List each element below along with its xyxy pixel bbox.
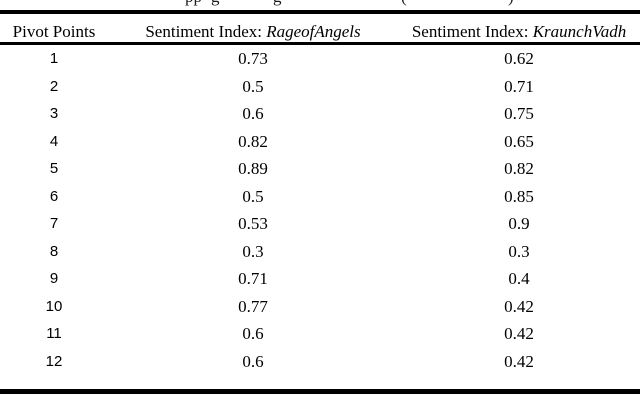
table-row: 2 0.5 0.71	[0, 73, 640, 101]
pivot-point-cell: 4	[49, 132, 59, 150]
table-row: 3 0.6 0.75	[0, 100, 640, 128]
caption-fragment: (	[401, 0, 407, 7]
header-sentiment-kraunchvadh: Sentiment Index: KraunchVadh	[398, 22, 640, 45]
rageofangels-value-cell: 0.5	[242, 76, 264, 96]
rageofangels-value-cell: 0.82	[238, 131, 268, 151]
rageofangels-value-cell: 0.3	[242, 241, 264, 261]
kraunchvadh-value-cell: 0.3	[508, 241, 530, 261]
pivot-point-cell: 5	[49, 160, 59, 178]
kraunchvadh-value-cell: 0.42	[504, 296, 534, 316]
kraunchvadh-value-cell: 0.62	[504, 49, 534, 69]
table-row: 11 0.6 0.42	[0, 320, 640, 348]
pivot-point-cell: 2	[49, 77, 59, 95]
series-name-kraunchvadh: KraunchVadh	[532, 22, 627, 41]
series-name-rageofangels: RageofAngels	[266, 22, 361, 41]
kraunchvadh-value-cell: 0.65	[504, 131, 534, 151]
sentiment-index-table: Pivot Points Sentiment Index: RageofAnge…	[0, 22, 640, 375]
rageofangels-value-cell: 0.5	[242, 186, 264, 206]
table-row: 9 0.71 0.4	[0, 265, 640, 293]
rageofangels-value-cell: 0.77	[238, 296, 268, 316]
table-row: 6 0.5 0.85	[0, 183, 640, 211]
kraunchvadh-value-cell: 0.75	[504, 104, 534, 124]
pivot-point-cell: 8	[49, 242, 59, 260]
rageofangels-value-cell: 0.6	[242, 351, 264, 371]
caption-fragment: g	[273, 0, 282, 7]
pivot-point-cell: 10	[45, 297, 63, 315]
kraunchvadh-value-cell: 0.9	[508, 214, 530, 234]
pivot-point-cell: 1	[49, 50, 59, 68]
kraunchvadh-value-cell: 0.42	[504, 351, 534, 371]
kraunchvadh-value-cell: 0.82	[504, 159, 534, 179]
cropped-caption: pp g g ( )	[0, 0, 640, 8]
rageofangels-value-cell: 0.71	[238, 269, 268, 289]
table-bottom-rule	[0, 389, 640, 394]
kraunchvadh-value-cell: 0.42	[504, 324, 534, 344]
rageofangels-value-cell: 0.53	[238, 214, 268, 234]
header-sentiment-rageofangels: Sentiment Index: RageofAngels	[108, 22, 398, 45]
table-top-rule	[0, 10, 640, 14]
kraunchvadh-value-cell: 0.85	[504, 186, 534, 206]
rageofangels-value-cell: 0.73	[238, 49, 268, 69]
kraunchvadh-value-cell: 0.4	[508, 269, 530, 289]
pivot-point-cell: 3	[49, 105, 59, 123]
pivot-point-cell: 12	[45, 352, 63, 370]
table-row: 8 0.3 0.3	[0, 238, 640, 266]
table-row: 5 0.89 0.82	[0, 155, 640, 183]
pivot-point-cell: 9	[49, 270, 59, 288]
header-pivot-points: Pivot Points	[0, 22, 108, 45]
table-row: 4 0.82 0.65	[0, 128, 640, 156]
rageofangels-value-cell: 0.6	[242, 324, 264, 344]
pivot-point-cell: 6	[49, 187, 59, 205]
table-row: 12 0.6 0.42	[0, 348, 640, 376]
caption-fragment: pp	[185, 0, 202, 7]
table-row: 10 0.77 0.42	[0, 293, 640, 321]
header-row: Pivot Points Sentiment Index: RageofAnge…	[0, 22, 640, 45]
table-row: 1 0.73 0.62	[0, 44, 640, 73]
rageofangels-value-cell: 0.6	[242, 104, 264, 124]
pivot-point-cell: 7	[49, 215, 59, 233]
table-row: 7 0.53 0.9	[0, 210, 640, 238]
kraunchvadh-value-cell: 0.71	[504, 76, 534, 96]
pivot-point-cell: 11	[46, 325, 62, 343]
rageofangels-value-cell: 0.89	[238, 159, 268, 179]
caption-fragment: g	[211, 0, 220, 7]
caption-fragment: )	[508, 0, 514, 7]
